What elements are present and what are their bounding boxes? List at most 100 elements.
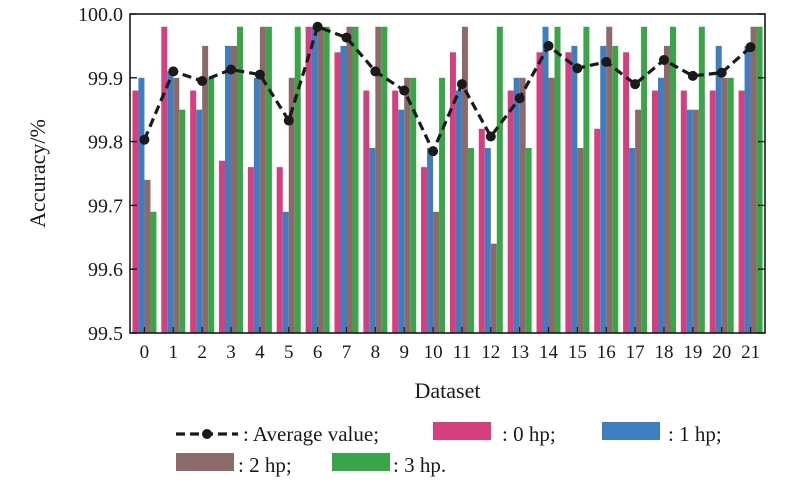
x-tick-label-19: 19 <box>683 342 702 363</box>
bar-2hp-4 <box>259 26 266 333</box>
bar-1hp-12 <box>484 147 491 333</box>
bar-1hp-4 <box>253 77 260 333</box>
bar-1hp-0 <box>138 77 145 333</box>
x-tick-label-10: 10 <box>424 342 443 363</box>
x-tick-label-3: 3 <box>226 342 236 363</box>
x-tick-label-8: 8 <box>371 342 381 363</box>
x-tick-label-1: 1 <box>169 342 179 363</box>
average-point-0 <box>139 134 150 145</box>
bar-1hp-7 <box>340 45 347 334</box>
x-tick-label-21: 21 <box>741 342 760 363</box>
x-tick-label-18: 18 <box>654 342 673 363</box>
bar-0hp-7 <box>334 52 341 333</box>
plot-frame <box>129 13 766 334</box>
legend-swatch-1hp <box>602 422 660 440</box>
legend-swatch-3hp <box>332 453 390 471</box>
bar-0hp-9 <box>392 90 399 333</box>
bar-1hp-21 <box>744 45 751 334</box>
x-axis: 0 1 2 3 4 5 6 7 8 9 10 11 12 13 14 15 16 17 18 19 20 21 <box>140 327 760 363</box>
bar-0hp-2 <box>190 90 197 333</box>
bar-1hp-16 <box>600 45 607 334</box>
average-point-21 <box>745 42 756 53</box>
bar-3hp-16 <box>612 45 619 334</box>
bar-2hp-5 <box>288 77 295 333</box>
y-axis-label: Accuracy/% <box>25 119 50 228</box>
legend-label-3hp: : 3 hp. <box>393 453 446 477</box>
x-tick-label-4: 4 <box>255 342 265 363</box>
bar-2hp-6 <box>317 26 324 333</box>
bar-2hp-1 <box>173 77 180 333</box>
bar-1hp-15 <box>571 45 578 334</box>
average-point-14 <box>543 40 554 51</box>
bar-0hp-6 <box>305 26 312 333</box>
bar-2hp-7 <box>346 26 353 333</box>
bar-2hp-19 <box>692 109 699 333</box>
bar-1hp-14 <box>542 26 549 333</box>
average-point-10 <box>428 146 439 157</box>
bar-0hp-18 <box>651 90 658 333</box>
average-point-4 <box>254 69 265 80</box>
average-point-11 <box>456 79 467 90</box>
average-point-17 <box>630 79 641 90</box>
bar-3hp-3 <box>237 26 244 333</box>
average-point-15 <box>572 63 583 74</box>
x-tick-label-13: 13 <box>510 342 529 363</box>
legend-label-2hp: : 2 hp; <box>238 453 292 477</box>
bar-2hp-10 <box>433 211 440 333</box>
bar-2hp-18 <box>663 45 670 334</box>
bar-2hp-21 <box>750 26 757 333</box>
bar-2hp-8 <box>375 26 382 333</box>
average-line <box>142 24 752 156</box>
bar-2hp-0 <box>144 179 151 333</box>
bar-0hp-12 <box>478 128 485 333</box>
bar-1hp-8 <box>369 147 376 333</box>
legend-swatch-2hp <box>176 453 234 471</box>
legend-label-1hp: : 1 hp; <box>668 422 722 446</box>
average-point-9 <box>399 85 410 96</box>
bar-0hp-17 <box>623 52 630 333</box>
bar-1hp-6 <box>311 26 318 333</box>
bar-0hp-5 <box>276 167 283 333</box>
average-point-18 <box>658 54 669 65</box>
y-tick-label: 99.8 <box>88 132 123 154</box>
x-tick-label-9: 9 <box>399 342 409 363</box>
average-point-16 <box>601 56 612 67</box>
x-tick-label-6: 6 <box>313 342 323 363</box>
bar-3hp-21 <box>756 26 763 333</box>
x-tick-label-2: 2 <box>197 342 207 363</box>
average-point-2 <box>197 75 208 86</box>
bar-2hp-16 <box>606 26 613 333</box>
bar-1hp-5 <box>282 211 289 333</box>
y-tick-label: 99.5 <box>88 323 123 345</box>
x-tick-label-20: 20 <box>712 342 731 363</box>
legend: : Average value;: 0 hp;: 1 hp;: 2 hp;: 3… <box>176 422 722 477</box>
bar-0hp-11 <box>449 52 456 333</box>
bar-3hp-18 <box>669 26 676 333</box>
bar-0hp-16 <box>594 128 601 333</box>
bar-3hp-10 <box>439 77 446 333</box>
bar-2hp-11 <box>461 26 468 333</box>
bar-1hp-3 <box>225 45 232 334</box>
average-point-12 <box>485 131 496 142</box>
average-point-8 <box>370 66 381 77</box>
bar-3hp-11 <box>467 147 474 333</box>
bar-1hp-1 <box>167 71 174 334</box>
legend-swatch-0hp <box>433 422 491 440</box>
bar-1hp-17 <box>629 147 636 333</box>
bar-1hp-19 <box>686 109 693 333</box>
bar-2hp-15 <box>577 147 584 333</box>
bar-2hp-13 <box>519 77 526 333</box>
x-tick-label-5: 5 <box>284 342 294 363</box>
bar-0hp-0 <box>132 90 139 333</box>
legend-average-marker <box>202 429 212 439</box>
x-tick-label-17: 17 <box>626 342 645 363</box>
bar-3hp-2 <box>208 77 215 333</box>
bar-1hp-13 <box>513 77 520 333</box>
x-tick-label-7: 7 <box>342 342 352 363</box>
bar-0hp-14 <box>536 52 543 333</box>
bar-3hp-9 <box>410 77 417 333</box>
bar-3hp-12 <box>496 26 503 333</box>
y-tick-label: 99.6 <box>88 259 123 281</box>
